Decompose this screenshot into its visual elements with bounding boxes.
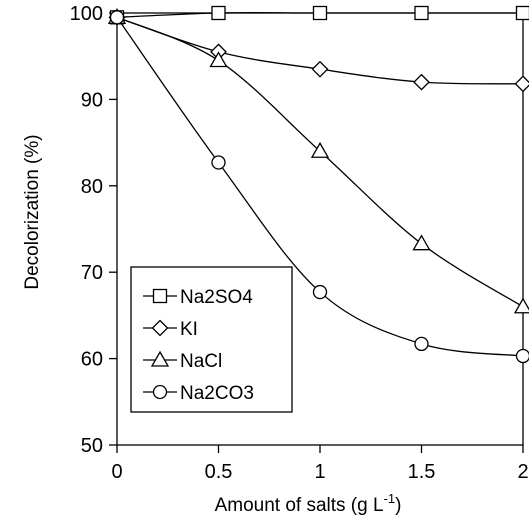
data-point-na2co3	[312, 284, 328, 300]
legend: Na2SO4 KI NaCl Na2CO3	[130, 266, 293, 413]
data-point-nacl	[209, 51, 228, 68]
data-point-nacl	[310, 141, 330, 158]
data-point-na2so4	[414, 5, 429, 21]
data-point-nacl	[513, 297, 529, 314]
legend-label-na2so4: Na2SO4	[180, 287, 253, 308]
y-tick-label: 80	[81, 176, 103, 198]
x-tick-label: 2	[517, 461, 528, 483]
x-tick-label: 0.5	[205, 461, 233, 483]
x-tick-label: 1.5	[408, 461, 436, 483]
data-point-na2co3	[414, 336, 429, 352]
series-line-na2co3	[116, 16, 524, 357]
y-tick-label: 70	[81, 262, 103, 284]
data-point-na2so4	[211, 5, 226, 21]
data-point-na2co3	[211, 155, 226, 170]
x-axis-title-end: )	[395, 495, 401, 516]
y-tick-label: 50	[81, 435, 103, 457]
legend-label-na2co3: Na2CO3	[180, 383, 254, 404]
legend-marker-na2co3	[152, 384, 168, 400]
legend-marker-na2so4	[152, 288, 168, 304]
x-axis-title-main: Amount of salts (g L	[215, 495, 384, 516]
y-tick-label: 60	[81, 349, 103, 371]
y-axis-title: Decolorization (%)	[22, 134, 43, 289]
y-tick-label: 100	[70, 3, 103, 25]
data-point-na2so4	[515, 5, 529, 21]
axes-layer: 50 60 70 80 90 100 0 0.5 1 1.5 2	[70, 3, 529, 483]
data-point-na2co3	[515, 348, 529, 364]
x-tick-label: 1	[314, 461, 325, 483]
data-point-na2so4	[312, 5, 328, 21]
data-point-nacl	[412, 234, 431, 251]
legend-label-ki: KI	[180, 319, 198, 340]
x-axis-title-superscript: -1	[384, 491, 396, 506]
data-point-ki	[311, 60, 329, 78]
x-tick-label: 0	[111, 461, 122, 483]
y-tick-label: 90	[81, 89, 103, 111]
x-axis-title: Amount of salts (g L-1)	[215, 491, 402, 516]
series-markers-layer	[107, 5, 529, 364]
data-point-ki	[514, 75, 529, 93]
data-point-na2co3	[109, 10, 125, 25]
data-point-ki	[413, 73, 430, 91]
series-line-nacl	[116, 16, 524, 308]
legend-marker-nacl	[150, 350, 170, 367]
legend-label-nacl: NaCl	[180, 351, 222, 372]
legend-marker-ki	[151, 319, 169, 337]
